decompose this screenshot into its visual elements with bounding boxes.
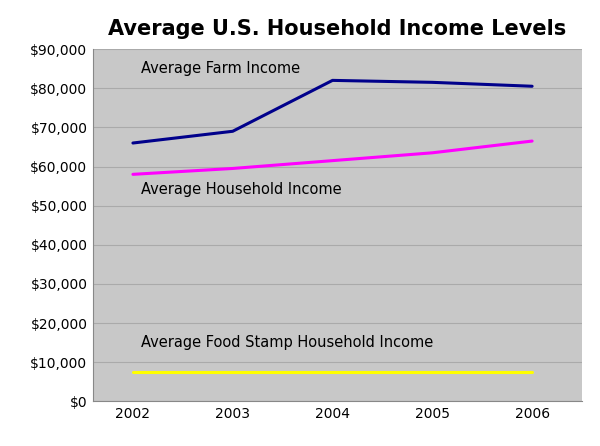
- Text: Average Farm Income: Average Farm Income: [141, 61, 300, 75]
- Text: Average Food Stamp Household Income: Average Food Stamp Household Income: [141, 334, 433, 350]
- Text: Average Household Income: Average Household Income: [141, 182, 341, 197]
- Title: Average U.S. Household Income Levels: Average U.S. Household Income Levels: [109, 19, 566, 39]
